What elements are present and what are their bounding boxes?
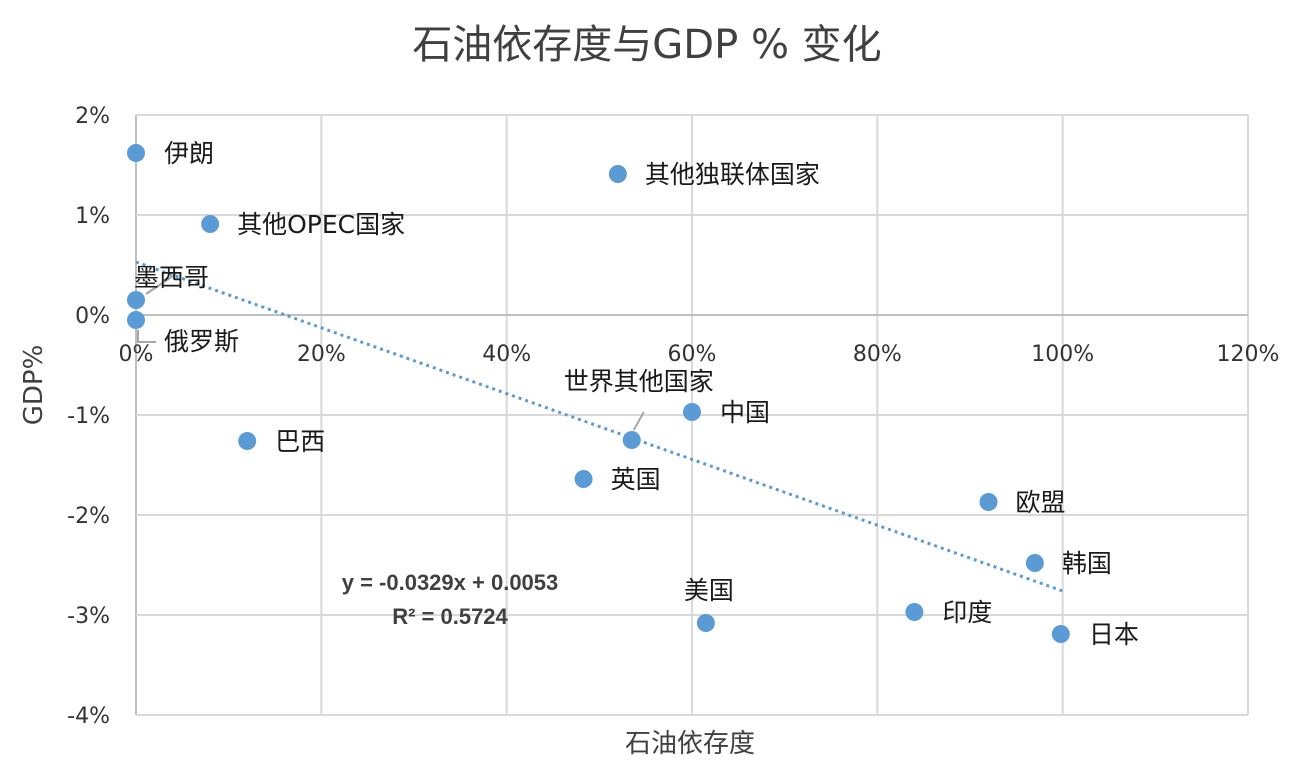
x-axis-label: 石油依存度	[625, 729, 755, 759]
x-tick-label: 20%	[297, 342, 346, 367]
y-axis-label: GDP%	[19, 345, 49, 426]
y-tick-label: -4%	[67, 704, 110, 729]
data-point	[622, 431, 641, 449]
y-tick-label: -1%	[67, 404, 110, 429]
leader-line	[137, 330, 156, 343]
point-label: 世界其他国家	[564, 367, 714, 396]
x-tick-label: 80%	[853, 342, 902, 367]
data-point	[127, 144, 145, 162]
point-label: 巴西	[275, 427, 325, 456]
leader-line	[632, 411, 645, 431]
x-tick-label: 100%	[1031, 342, 1094, 367]
data-point	[127, 291, 145, 309]
y-tick-label: 1%	[75, 204, 110, 229]
data-point	[201, 215, 220, 233]
trendline-layer	[135, 260, 1064, 593]
leader-lines-layer	[137, 273, 645, 431]
point-label: 印度	[942, 598, 992, 627]
point-label: 俄罗斯	[164, 327, 239, 356]
data-point	[1051, 625, 1070, 643]
tick-labels-layer: 0% 20% 40% 60% 80% 100% 120% 2% 1% 0% -1% -2% -3% -4%	[67, 104, 1279, 729]
data-point	[127, 311, 145, 329]
x-tick-label: 40%	[482, 342, 531, 367]
data-point	[683, 403, 701, 421]
trendline-r-squared: R² = 0.5724	[392, 604, 508, 629]
point-label: 欧盟	[1016, 488, 1066, 517]
point-label: 伊朗	[164, 139, 214, 168]
y-tick-label: -3%	[67, 604, 110, 629]
points-layer	[127, 144, 1070, 643]
point-label: 英国	[611, 465, 661, 494]
x-tick-label: 60%	[668, 342, 717, 367]
chart-title: 石油依存度与GDP % 变化	[412, 22, 881, 68]
x-tick-label: 0%	[119, 342, 154, 367]
data-point	[238, 432, 257, 450]
y-tick-label: 2%	[75, 104, 110, 129]
point-label: 日本	[1089, 620, 1139, 649]
point-label: 中国	[720, 398, 770, 427]
point-label: 韩国	[1062, 549, 1112, 578]
trendline-equation: y = -0.0329x + 0.0053	[342, 570, 559, 595]
point-label: 其他独联体国家	[645, 160, 820, 189]
point-label: 墨西哥	[134, 263, 209, 292]
x-tick-label: 120%	[1217, 342, 1280, 367]
data-point	[574, 470, 593, 488]
y-tick-label: 0%	[75, 304, 110, 329]
data-point	[979, 493, 998, 511]
data-point	[1025, 554, 1044, 572]
point-label: 其他OPEC国家	[237, 210, 405, 239]
data-point	[905, 603, 924, 621]
grid-layer	[135, 114, 1249, 716]
data-point	[608, 165, 627, 183]
data-point	[696, 614, 715, 632]
leader-line	[145, 273, 177, 295]
trendline	[135, 260, 1064, 593]
y-tick-label: -2%	[67, 504, 110, 529]
point-label: 美国	[684, 576, 734, 605]
